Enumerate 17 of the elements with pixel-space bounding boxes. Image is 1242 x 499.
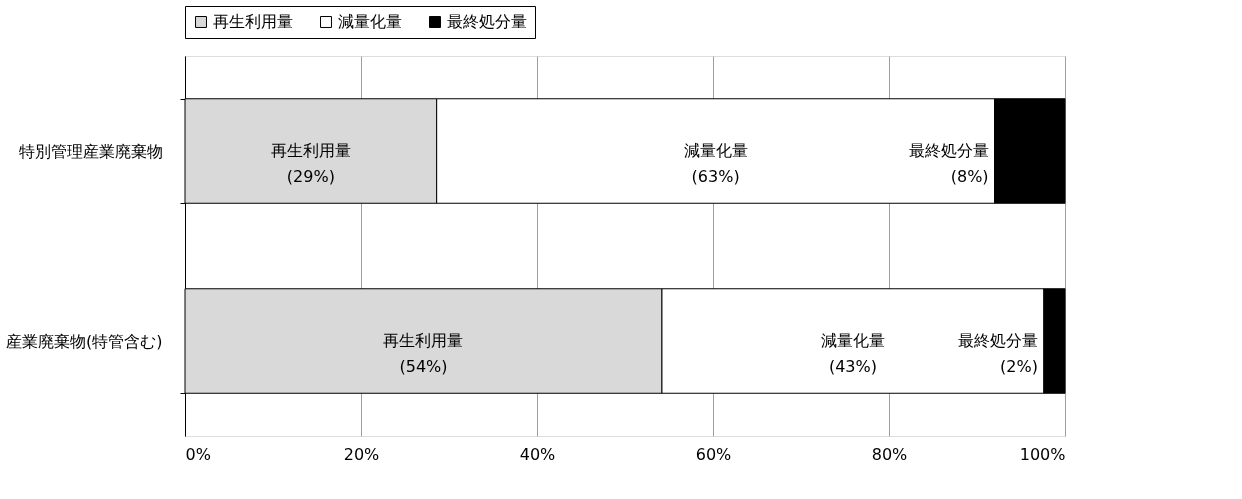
data-label: 最終処分量 (2%) <box>957 331 1038 376</box>
data-label: 減量化量 (43%) <box>820 331 885 376</box>
data-label: 減量化量 (63%) <box>683 141 748 186</box>
x-tick-label: 60% <box>695 444 732 464</box>
data-label: 再生利用量 (54%) <box>383 331 464 376</box>
x-tick-label: 80% <box>871 444 908 464</box>
x-tick-label: 40% <box>519 444 556 464</box>
legend-label: 減量化量 <box>338 12 402 31</box>
y-tick-label: 特別管理産業廃棄物 <box>18 141 163 161</box>
y-tick-label: 産業廃棄物(特管含む) <box>6 331 163 351</box>
data-label: 再生利用量 (29%) <box>270 141 351 186</box>
x-tick-label: 100% <box>1019 444 1066 464</box>
legend-label: 最終処分量 <box>447 12 527 31</box>
legend-label: 再生利用量 <box>213 12 293 31</box>
data-label: 最終処分量 (8%) <box>908 141 989 186</box>
x-tick-label: 20% <box>343 444 380 464</box>
x-tick-label: 0% <box>185 444 211 464</box>
